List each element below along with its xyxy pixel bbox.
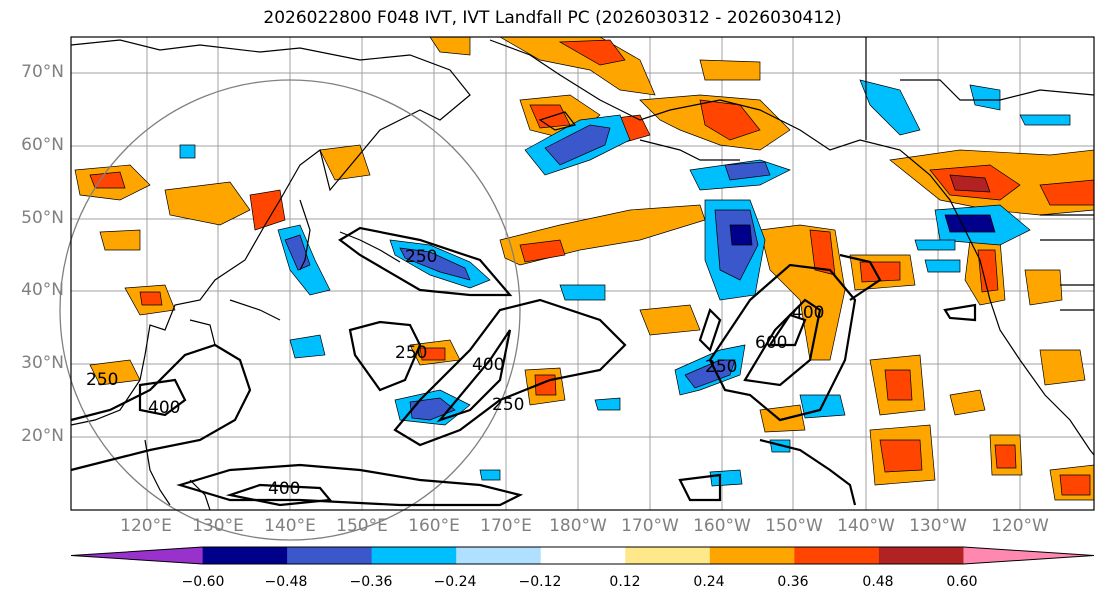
ivt-contours (70, 226, 977, 507)
colorbar-tick-label: −0.24 (433, 574, 477, 590)
colorbar-tick-label: −0.12 (518, 574, 562, 590)
colorbar-tick-label: −0.48 (264, 574, 308, 590)
contour-label: 400 (268, 479, 300, 499)
colorbar-tick-label: −0.60 (181, 574, 225, 590)
contour-label: 250 (395, 343, 427, 363)
lon-label: 170°W (621, 516, 679, 536)
lon-label: 150°W (765, 516, 823, 536)
lat-label: 70°N (21, 62, 64, 82)
lat-label: 60°N (21, 135, 64, 155)
colorbar-tick-label: 0.60 (946, 574, 978, 590)
contour-label: 250 (492, 395, 524, 415)
lat-label: 40°N (21, 280, 64, 300)
lon-label: 120°E (120, 516, 172, 536)
contour-label: 250 (405, 247, 437, 267)
lon-label: 130°E (192, 516, 244, 536)
colorbar-segment (287, 547, 373, 564)
contour-label: 600 (755, 333, 787, 353)
lon-label: 150°E (336, 516, 388, 536)
coastlines (70, 37, 1095, 511)
colorbar-tick-label: −0.36 (349, 574, 393, 590)
colorbar-tick-label: 0.48 (862, 574, 894, 590)
lon-label: 120°W (991, 516, 1049, 536)
colorbar-segment (540, 547, 626, 564)
contour-labels: 250 250 250 250 400 400 400 400 600 250 (86, 247, 824, 499)
lon-label: 160°W (693, 516, 751, 536)
lon-label: 160°E (408, 516, 460, 536)
colorbar-segment (878, 547, 964, 564)
lon-label: 140°W (837, 516, 895, 536)
lon-label: 140°E (264, 516, 316, 536)
colorbar-tick-label: 0.12 (609, 574, 641, 590)
contour-label: 400 (472, 355, 504, 375)
colorbar-outline (70, 546, 1095, 565)
lat-label: 30°N (21, 353, 64, 373)
colorbar-tick-label: 0.24 (693, 574, 725, 590)
lon-label: 130°W (909, 516, 967, 536)
colorbar-segment (794, 547, 880, 564)
colorbar-segment (963, 547, 1094, 564)
colorbar-segment (456, 547, 542, 564)
ivt-anomaly-fill (74, 36, 1095, 501)
contour-label: 250 (705, 357, 737, 377)
colorbar (70, 546, 1095, 565)
lat-label: 20°N (21, 426, 64, 446)
contour-label: 250 (86, 370, 118, 390)
graticule (71, 37, 1094, 510)
contour-label: 400 (792, 303, 824, 323)
map-title: 2026022800 F048 IVT, IVT Landfall PC (20… (263, 8, 842, 28)
landfall-radius-ring (59, 79, 521, 541)
colorbar-segment (709, 547, 795, 564)
map-frame (70, 36, 1095, 511)
map-panel: 250 250 250 250 400 400 400 400 600 250 (59, 36, 1095, 541)
colorbar-segment (71, 547, 203, 564)
lon-label: 180°W (549, 516, 607, 536)
contour-label: 400 (148, 398, 180, 418)
colorbar-segment (371, 547, 457, 564)
colorbar-segment (202, 547, 288, 564)
colorbar-tick-label: 0.36 (777, 574, 809, 590)
colorbar-segment (625, 547, 711, 564)
lat-label: 50°N (21, 208, 64, 228)
lon-label: 170°E (480, 516, 532, 536)
